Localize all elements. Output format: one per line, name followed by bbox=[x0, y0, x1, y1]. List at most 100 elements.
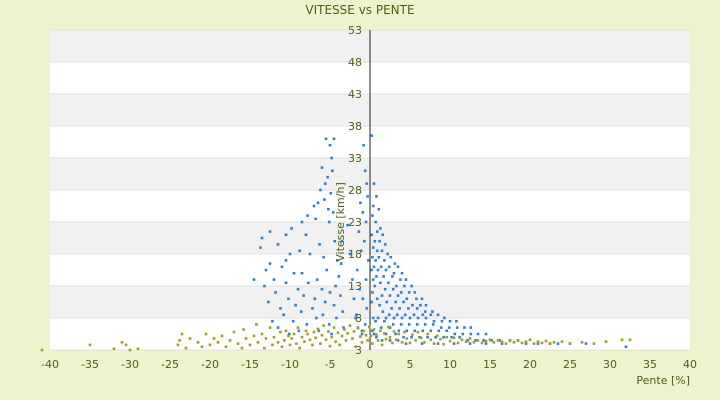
data-point-series-1 bbox=[339, 262, 343, 265]
data-point-series-1 bbox=[398, 307, 401, 310]
x-tick-label: -35 bbox=[81, 358, 99, 371]
data-point-series-1 bbox=[378, 303, 381, 307]
data-point-series-1 bbox=[332, 137, 336, 141]
data-point-series-2 bbox=[300, 335, 304, 339]
data-point-series-1 bbox=[474, 339, 477, 342]
data-point-series-1 bbox=[383, 259, 386, 262]
data-point-series-2 bbox=[271, 343, 274, 347]
data-point-series-1 bbox=[299, 310, 303, 313]
data-point-series-1 bbox=[437, 329, 441, 333]
data-point-series-1 bbox=[391, 287, 395, 291]
y-tick-label: 13 bbox=[348, 280, 362, 293]
data-point-series-1 bbox=[357, 230, 361, 233]
data-point-series-2 bbox=[351, 337, 354, 340]
data-point-series-1 bbox=[380, 339, 384, 342]
data-point-series-1 bbox=[315, 316, 318, 320]
x-tick-label: 35 bbox=[643, 358, 657, 371]
y-tick-label: 33 bbox=[348, 152, 362, 165]
data-point-series-1 bbox=[399, 323, 403, 326]
data-point-series-2 bbox=[40, 348, 44, 352]
data-point-series-1 bbox=[267, 300, 270, 304]
data-point-series-1 bbox=[374, 319, 377, 323]
data-point-series-1 bbox=[413, 291, 417, 294]
data-point-series-2 bbox=[403, 330, 406, 334]
data-point-series-1 bbox=[366, 195, 369, 198]
data-point-series-2 bbox=[544, 339, 548, 343]
data-point-series-1 bbox=[327, 323, 331, 326]
data-point-series-1 bbox=[268, 262, 272, 265]
data-point-series-2 bbox=[392, 330, 396, 333]
data-point-series-1 bbox=[402, 335, 405, 339]
data-point-series-2 bbox=[512, 341, 516, 344]
data-point-series-1 bbox=[421, 313, 425, 317]
data-point-series-2 bbox=[369, 334, 373, 338]
data-point-series-1 bbox=[584, 342, 588, 345]
x-tick-label: 40 bbox=[683, 358, 697, 371]
y-tick-label: 8 bbox=[355, 312, 362, 325]
data-point-series-2 bbox=[435, 334, 439, 338]
data-point-series-2 bbox=[136, 347, 140, 351]
data-point-series-1 bbox=[365, 182, 369, 185]
x-tick-label: -15 bbox=[241, 358, 259, 371]
data-point-series-1 bbox=[375, 230, 379, 233]
data-point-series-2 bbox=[280, 345, 284, 349]
x-tick-label: -30 bbox=[121, 358, 139, 371]
data-point-series-1 bbox=[340, 239, 344, 243]
data-point-series-2 bbox=[375, 333, 378, 336]
data-point-series-2 bbox=[338, 343, 341, 347]
data-point-series-1 bbox=[274, 291, 277, 294]
data-point-series-2 bbox=[287, 334, 290, 338]
data-point-series-2 bbox=[548, 342, 552, 345]
data-point-series-2 bbox=[356, 326, 360, 330]
data-point-series-2 bbox=[620, 338, 624, 342]
data-point-series-1 bbox=[361, 211, 365, 214]
data-point-series-1 bbox=[327, 220, 331, 224]
data-point-series-1 bbox=[447, 326, 451, 329]
data-point-series-1 bbox=[436, 342, 440, 345]
data-point-series-2 bbox=[484, 339, 488, 343]
data-point-series-1 bbox=[394, 332, 397, 336]
x-tick-label: 5 bbox=[407, 358, 414, 371]
data-point-series-2 bbox=[360, 341, 364, 344]
data-point-series-2 bbox=[316, 327, 320, 331]
data-point-series-1 bbox=[372, 265, 376, 269]
data-point-series-2 bbox=[272, 335, 276, 339]
data-point-series-2 bbox=[228, 339, 232, 342]
data-point-series-1 bbox=[375, 195, 378, 198]
data-point-series-1 bbox=[391, 275, 394, 278]
data-point-series-2 bbox=[322, 324, 325, 327]
data-point-series-1 bbox=[346, 223, 349, 227]
data-point-series-2 bbox=[376, 339, 380, 342]
data-point-series-1 bbox=[416, 316, 420, 320]
data-point-series-1 bbox=[424, 303, 428, 307]
data-point-series-1 bbox=[375, 275, 378, 278]
data-points bbox=[40, 134, 632, 352]
data-point-series-1 bbox=[381, 310, 385, 313]
x-tick-label: 30 bbox=[603, 358, 617, 371]
data-point-series-1 bbox=[290, 227, 293, 230]
data-point-series-2 bbox=[496, 339, 500, 342]
data-point-series-2 bbox=[336, 331, 340, 335]
data-point-series-1 bbox=[381, 233, 385, 237]
data-point-series-1 bbox=[469, 326, 473, 329]
data-point-series-1 bbox=[311, 307, 314, 310]
data-point-series-1 bbox=[466, 339, 469, 342]
data-point-series-1 bbox=[276, 243, 280, 246]
data-point-series-1 bbox=[318, 243, 321, 246]
data-point-series-1 bbox=[370, 300, 373, 304]
data-point-series-1 bbox=[413, 329, 417, 333]
data-point-series-1 bbox=[407, 291, 411, 294]
data-point-series-2 bbox=[128, 348, 132, 352]
data-point-series-2 bbox=[414, 339, 417, 342]
data-point-series-2 bbox=[314, 336, 317, 340]
data-point-series-1 bbox=[536, 342, 540, 345]
data-point-series-1 bbox=[442, 335, 445, 339]
data-point-series-1 bbox=[424, 316, 428, 320]
data-point-series-2 bbox=[568, 342, 572, 345]
data-point-series-1 bbox=[322, 255, 325, 259]
data-point-series-1 bbox=[404, 278, 408, 281]
x-tick-label: 0 bbox=[367, 358, 374, 371]
data-point-series-1 bbox=[400, 316, 404, 320]
data-point-series-1 bbox=[284, 259, 288, 262]
x-tick-label: -10 bbox=[281, 358, 299, 371]
